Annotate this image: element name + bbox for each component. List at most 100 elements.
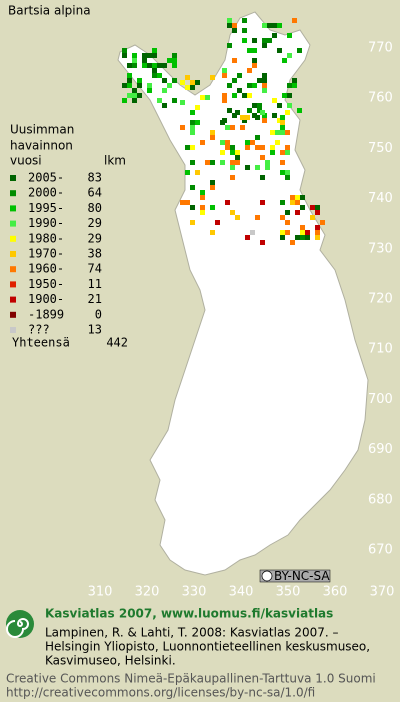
grid-square bbox=[132, 58, 137, 63]
legend-label: ??? bbox=[28, 323, 50, 337]
grid-square bbox=[230, 165, 235, 170]
grid-square bbox=[252, 38, 257, 43]
grid-square bbox=[147, 53, 152, 58]
grid-square bbox=[167, 58, 172, 63]
grid-square bbox=[157, 63, 162, 68]
grid-square bbox=[257, 103, 262, 108]
grid-square bbox=[267, 38, 272, 43]
grid-square bbox=[275, 130, 280, 135]
grid-square bbox=[195, 80, 200, 85]
grid-square bbox=[282, 93, 287, 98]
grid-square bbox=[122, 98, 127, 103]
legend-heading: vuosi bbox=[10, 154, 42, 168]
grid-square bbox=[272, 23, 277, 28]
grid-square bbox=[242, 118, 247, 123]
grid-square bbox=[280, 230, 285, 235]
legend-swatch bbox=[10, 220, 16, 227]
grid-square bbox=[210, 185, 215, 190]
legend-swatch bbox=[10, 175, 16, 181]
grid-square bbox=[230, 145, 235, 150]
grid-square bbox=[215, 220, 220, 225]
grid-square bbox=[210, 135, 215, 140]
legend-label: 1980- bbox=[28, 231, 64, 245]
legend-count: 11 bbox=[88, 277, 102, 291]
legend-swatch bbox=[10, 266, 16, 273]
grid-square bbox=[262, 78, 267, 83]
grid-square bbox=[255, 165, 260, 170]
grid-square bbox=[270, 130, 275, 135]
grid-square bbox=[262, 43, 267, 48]
grid-square bbox=[210, 160, 215, 165]
citation: Helsingin Yliopisto, Luonnontieteellinen… bbox=[45, 640, 370, 654]
grid-square bbox=[250, 140, 255, 145]
total-label: Yhteensä bbox=[12, 336, 70, 350]
grid-square bbox=[300, 205, 305, 210]
grid-square bbox=[270, 150, 275, 155]
grid-square bbox=[235, 155, 240, 160]
grid-square bbox=[232, 23, 237, 28]
grid-square bbox=[300, 235, 305, 240]
grid-square bbox=[190, 80, 195, 85]
grid-square bbox=[127, 83, 132, 88]
grid-square bbox=[255, 215, 260, 220]
grid-square bbox=[235, 215, 240, 220]
grid-square bbox=[225, 200, 230, 205]
badge-box bbox=[259, 569, 331, 583]
grid-square bbox=[137, 78, 142, 83]
grid-square bbox=[227, 83, 232, 88]
grid-square bbox=[285, 150, 290, 155]
grid-square bbox=[252, 83, 257, 88]
northing-label: 680 bbox=[368, 492, 393, 507]
grid-square bbox=[280, 120, 285, 125]
grid-square bbox=[292, 18, 297, 23]
logo-spiral bbox=[6, 618, 29, 638]
northing-label: 700 bbox=[368, 392, 393, 407]
grid-square bbox=[280, 160, 285, 165]
grid-square bbox=[205, 160, 210, 165]
license-url: http://creativecommons.org/licenses/by-n… bbox=[6, 686, 315, 700]
grid-square bbox=[137, 93, 142, 98]
grid-square bbox=[285, 230, 290, 235]
easting-label: 330 bbox=[182, 585, 207, 600]
legend-swatch bbox=[10, 251, 16, 257]
grid-square bbox=[230, 150, 235, 155]
grid-square bbox=[260, 240, 265, 245]
grid-square bbox=[132, 53, 137, 58]
legend-label: 1900- bbox=[28, 292, 64, 306]
grid-square bbox=[225, 145, 230, 150]
grid-square bbox=[122, 53, 127, 58]
legend-swatch bbox=[10, 281, 16, 288]
grid-square bbox=[277, 118, 282, 123]
grid-square bbox=[237, 88, 242, 93]
grid-square bbox=[315, 230, 320, 235]
grid-square bbox=[200, 95, 205, 100]
legend-label: 1990- bbox=[28, 216, 64, 230]
grid-square bbox=[190, 85, 195, 90]
grid-square bbox=[237, 73, 242, 78]
grid-square bbox=[280, 115, 285, 120]
grid-square bbox=[230, 175, 235, 180]
grid-square bbox=[172, 58, 177, 63]
grid-square bbox=[295, 195, 300, 200]
grid-square bbox=[262, 83, 267, 88]
grid-square bbox=[287, 103, 292, 108]
grid-square bbox=[300, 195, 305, 200]
legend-heading: Uusimman bbox=[10, 123, 74, 137]
grid-square bbox=[247, 93, 252, 98]
grid-square bbox=[205, 95, 210, 100]
grid-square bbox=[147, 88, 152, 93]
grid-square bbox=[210, 75, 215, 80]
grid-square bbox=[190, 160, 195, 165]
grid-square bbox=[285, 220, 290, 225]
legend-count: 83 bbox=[88, 171, 102, 185]
grid-square bbox=[260, 110, 265, 115]
legend-swatch bbox=[10, 205, 16, 212]
grid-square bbox=[245, 145, 250, 150]
grid-square bbox=[245, 235, 250, 240]
grid-square bbox=[255, 145, 260, 150]
grid-square bbox=[262, 38, 267, 43]
grid-square bbox=[232, 28, 237, 33]
northing-label: 710 bbox=[368, 342, 393, 357]
grid-square bbox=[142, 58, 147, 63]
